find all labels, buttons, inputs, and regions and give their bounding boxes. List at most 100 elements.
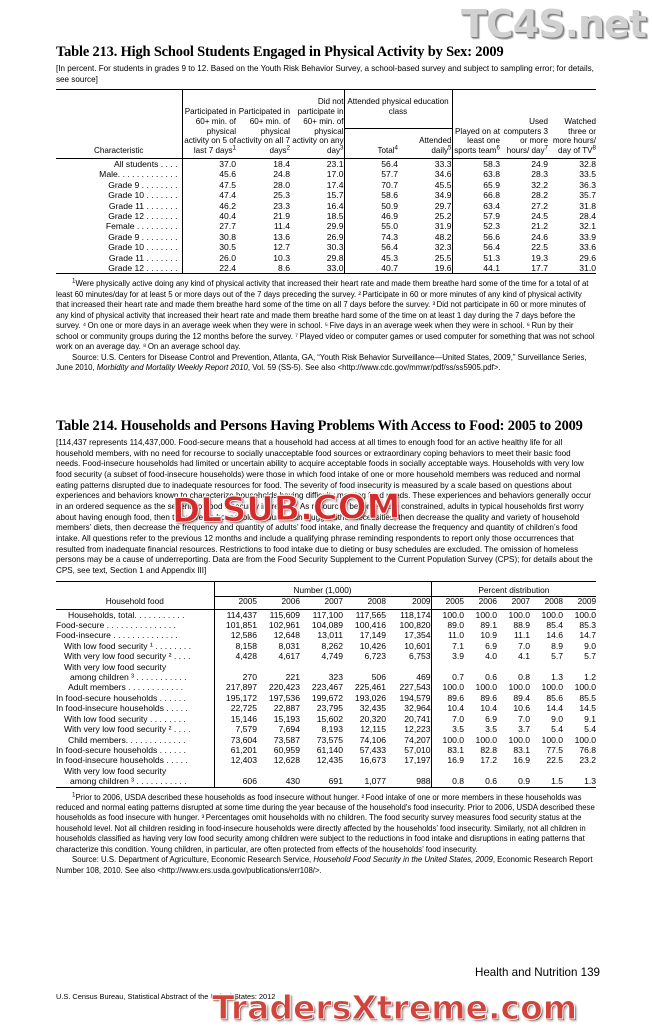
table-cell-percent: 6.9 xyxy=(485,640,498,651)
table-cell-percent: 10.9 xyxy=(480,630,498,641)
table-cell: 46.2 xyxy=(181,200,236,212)
table-cell-percent: 23.2 xyxy=(579,755,597,766)
table-row: Grade 11 . . . . . . . 26.0 10.3 29.8 45.3 25… xyxy=(56,252,596,264)
table-cell-number: 61,201 xyxy=(213,744,257,756)
table-cell-empty xyxy=(213,661,257,673)
table-cell-number: 32,964 xyxy=(404,703,431,714)
table-cell: 45.5 xyxy=(434,179,452,190)
table-cell: 26.9 xyxy=(326,231,344,242)
table-cell-percent: 100.0 xyxy=(508,609,531,620)
table-cell: 17.7 xyxy=(500,263,548,275)
table-cell-percent: 100.0 xyxy=(430,734,465,745)
table-cell-number: 8,262 xyxy=(321,640,343,651)
table-cell-empty xyxy=(300,662,343,672)
table-cell: 29.6 xyxy=(579,252,596,263)
table-cell: 44.1 xyxy=(451,263,500,275)
table-row: among children ³ . . . . . . . . . . . 27… xyxy=(56,672,596,683)
table-cell-percent: 1.5 xyxy=(530,776,564,788)
row-label: In food-insecure households . . . . . xyxy=(56,703,188,714)
table-cell-percent: 100.0 xyxy=(541,682,564,693)
table-cell-number: 197,536 xyxy=(268,692,300,703)
table-cell-number: 606 xyxy=(213,776,257,788)
table-cell-number: 73,587 xyxy=(273,734,300,745)
table-row: among children ³ . . . . . . . . . . . 60… xyxy=(56,776,597,788)
table-cell-percent: 100.0 xyxy=(541,609,564,620)
row-label: Child members. . . . . . . . . . . . . xyxy=(68,734,186,745)
table-cell-percent: 5.7 xyxy=(551,651,564,662)
row-label: among children ³ . . . . . . . . . . . xyxy=(56,776,214,788)
row-label: In food-secure households . . . . . . xyxy=(56,744,186,755)
table-cell: 23.1 xyxy=(326,159,344,170)
table-cell-number: 12,648 xyxy=(273,630,300,641)
table-cell-percent: 100.0 xyxy=(574,734,597,745)
th-group-pe-class: Attended physical education class xyxy=(343,97,452,129)
table-cell-percent: 0.8 xyxy=(430,776,465,788)
table-cell-percent: 7.0 xyxy=(518,713,531,724)
th-year: 2009 xyxy=(412,595,431,606)
table-cell-number: 20,320 xyxy=(359,713,386,724)
table-cell-percent: 0.9 xyxy=(497,776,531,788)
row-label: Food-insecure . . . . . . . . . . . . . … xyxy=(56,630,178,641)
table-cell-empty xyxy=(386,766,431,776)
table-row: Grade 12 . . . . . . . 40.4 21.9 18.5 46.9 25… xyxy=(56,211,596,222)
table-cell-number: 227,543 xyxy=(399,682,431,693)
footnote-text: Were physically active doing any kind of… xyxy=(56,279,595,352)
table-cell: 37.0 xyxy=(181,158,236,170)
table-cell-number: 193,026 xyxy=(354,692,386,703)
table-cell-number: 15,193 xyxy=(273,713,300,724)
table-cell: 28.3 xyxy=(531,169,548,180)
table-cell-number: 323 xyxy=(328,672,343,683)
th-group-number: Number (1,000) xyxy=(213,585,432,597)
table-cell-number: 430 xyxy=(257,776,300,788)
row-label: All students . . . . xyxy=(113,159,178,170)
table-cell-percent: 82.8 xyxy=(480,744,498,755)
table-cell: 33.3 xyxy=(434,159,452,170)
table-cell-empty xyxy=(497,766,530,776)
footnote-marker: 4 xyxy=(394,144,398,152)
table-cell-percent: 100.0 xyxy=(508,682,531,693)
table-214-head: Household food Number (1,000) Percent di… xyxy=(56,580,597,610)
table-cell-number: 506 xyxy=(371,672,386,683)
table-cell-percent: 22.5 xyxy=(546,755,564,766)
table-cell: 29.7 xyxy=(434,200,452,211)
table-cell: 30.5 xyxy=(181,242,236,253)
table-cell: 18.5 xyxy=(326,211,344,222)
table-cell-empty xyxy=(530,766,563,776)
footnote-marker: 6 xyxy=(496,144,500,152)
table-cell: 18.4 xyxy=(273,159,290,170)
table-cell-empty xyxy=(430,765,465,777)
watermark-top: TC4S.net xyxy=(460,2,647,46)
table-cell-percent: 9.0 xyxy=(551,713,564,724)
table-cell: 74.3 xyxy=(343,231,398,243)
table-cell-number: 13,011 xyxy=(317,630,343,641)
table-cell-percent: 4.1 xyxy=(518,651,531,662)
table-cell-number: 6,723 xyxy=(364,651,386,662)
table-cell-number: 194,579 xyxy=(399,692,431,703)
table-row: Food-insecure . . . . . . . . . . . . . … xyxy=(56,630,596,641)
table-cell: 24.5 xyxy=(531,211,548,222)
table-cell-percent: 8.9 xyxy=(551,640,564,651)
table-row: Food-secure . . . . . . . . . . . . . . … xyxy=(56,620,596,631)
table-214-section: Table 214. Households and Persons Having… xyxy=(56,418,597,876)
table-cell: 48.2 xyxy=(434,231,452,242)
table-cell: 58.3 xyxy=(451,158,500,170)
table-cell-empty xyxy=(386,662,431,672)
table-cell-number: 7,694 xyxy=(278,724,300,735)
table-cell: 33.6 xyxy=(579,242,596,253)
table-cell-percent: 89.1 xyxy=(480,620,498,631)
table-cell-number: 60,959 xyxy=(273,744,300,755)
table-row: With very low food security ² . . . . 4,4… xyxy=(56,651,596,662)
row-label: Grade 9 . . . . . . . . xyxy=(108,179,178,190)
table-cell: 65.9 xyxy=(451,179,500,191)
row-label: Grade 9 . . . . . . . . xyxy=(108,231,178,242)
table-cell: 24.9 xyxy=(531,159,548,170)
table-cell-percent: 100.0 xyxy=(574,609,597,620)
table-cell: 13.6 xyxy=(273,231,290,242)
table-cell-percent: 4.0 xyxy=(485,651,498,662)
table-cell: 33.0 xyxy=(290,263,344,275)
table-row: Female . . . . . . . . . 27.7 11.4 29.9 55.0… xyxy=(56,221,596,232)
table-cell-number: 988 xyxy=(386,776,432,788)
table-cell-percent: 83.1 xyxy=(513,744,531,755)
table-cell-percent: 14.6 xyxy=(546,630,564,641)
row-label: Male. . . . . . . . . . . . . xyxy=(99,169,178,180)
